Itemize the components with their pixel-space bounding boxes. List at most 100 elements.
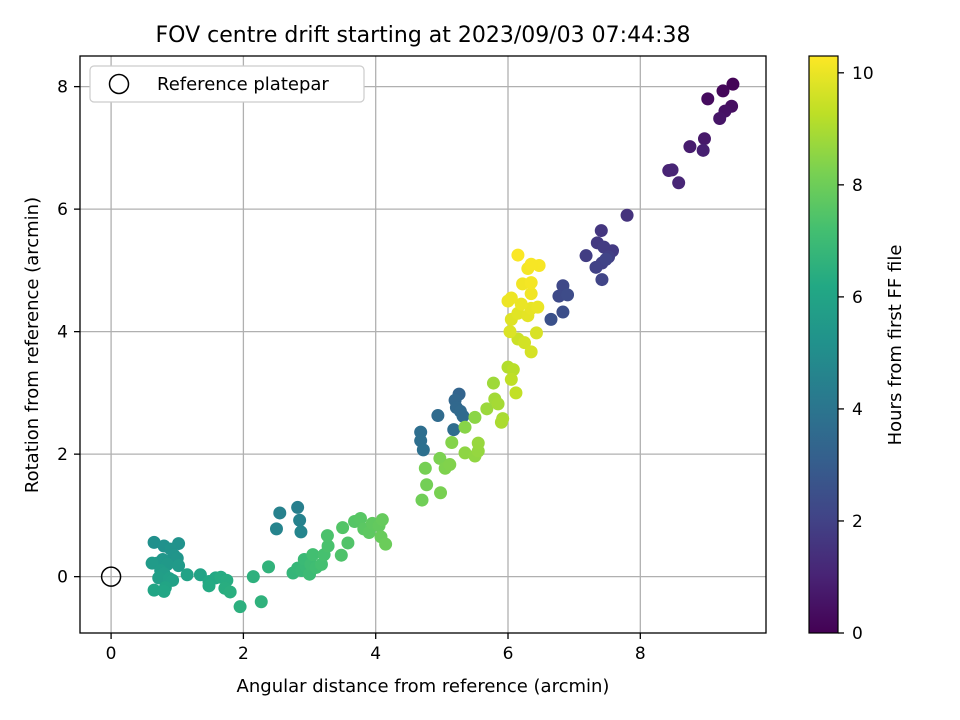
data-point <box>468 410 482 424</box>
legend-box <box>89 65 365 103</box>
data-point <box>147 583 161 597</box>
data-point <box>416 443 430 457</box>
data-point <box>594 224 608 238</box>
data-point <box>579 249 593 263</box>
y-tick-label: 6 <box>57 200 68 220</box>
colorbar-label: Hours from first FF file <box>885 245 906 446</box>
colorbar-tick-label: 0 <box>852 624 863 644</box>
data-point <box>431 409 445 423</box>
data-point <box>506 363 520 377</box>
plot-frame <box>79 55 767 634</box>
data-point <box>293 513 307 527</box>
x-tick-label: 8 <box>635 644 646 664</box>
legend-marker <box>108 73 130 95</box>
data-point <box>458 420 472 434</box>
data-point <box>262 560 276 574</box>
data-point <box>471 436 485 450</box>
colorbar-tick-label: 6 <box>852 288 863 308</box>
data-point <box>294 525 308 539</box>
data-point <box>697 132 711 146</box>
data-point <box>696 143 710 157</box>
data-point <box>336 521 350 535</box>
data-point <box>511 248 525 262</box>
y-tick-label: 0 <box>57 568 68 588</box>
data-point <box>254 595 268 609</box>
data-point <box>334 548 348 562</box>
legend: Reference platepar <box>89 65 365 103</box>
data-point <box>353 511 367 525</box>
data-point <box>504 291 518 305</box>
data-point <box>524 345 538 359</box>
data-point <box>341 536 355 550</box>
colorbar-tick-label: 10 <box>852 64 874 84</box>
data-point <box>597 240 611 254</box>
data-point <box>665 163 679 177</box>
y-axis-label: Rotation from reference (arcmin) <box>22 197 43 493</box>
data-point <box>314 557 328 571</box>
data-point <box>486 376 500 390</box>
x-tick-label: 4 <box>370 644 381 664</box>
data-point <box>491 397 505 411</box>
data-point <box>683 140 697 154</box>
data-point <box>223 585 237 599</box>
colorbar-tick-label: 8 <box>852 176 863 196</box>
legend-label: Reference platepar <box>157 74 329 95</box>
data-point <box>494 415 508 429</box>
colorbar-tick-label: 2 <box>852 512 863 532</box>
colorbar-tick-label: 4 <box>852 400 863 420</box>
data-point <box>514 297 528 311</box>
data-point <box>504 372 518 386</box>
data-point <box>672 176 686 190</box>
chart-title: FOV centre drift starting at 2023/09/03 … <box>156 23 691 48</box>
data-point <box>180 568 194 582</box>
data-point <box>544 312 558 326</box>
x-tick-label: 6 <box>503 644 514 664</box>
colorbar-ticks: 0 2 4 6 8 10 <box>838 64 874 644</box>
x-axis-label: Angular distance from reference (arcmin) <box>237 676 610 697</box>
data-point <box>445 436 459 450</box>
data-point <box>434 486 448 500</box>
data-point <box>443 458 457 472</box>
data-point <box>157 584 171 598</box>
y-axis-ticks: 0 2 4 6 8 <box>57 78 80 588</box>
data-point <box>480 402 494 416</box>
data-point <box>202 579 216 593</box>
y-tick-label: 8 <box>57 78 68 98</box>
data-point <box>291 500 305 514</box>
y-tick-label: 2 <box>57 445 68 465</box>
data-point <box>503 325 517 339</box>
data-point <box>233 600 247 614</box>
data-point <box>595 273 609 287</box>
y-tick-label: 4 <box>57 323 68 343</box>
x-axis-ticks: 0 2 4 6 8 <box>106 633 646 664</box>
data-point <box>509 386 523 400</box>
data-point <box>713 111 727 125</box>
data-points <box>145 77 740 614</box>
data-point <box>620 208 634 222</box>
data-point <box>320 529 334 543</box>
data-point <box>321 539 335 553</box>
data-point <box>561 288 575 302</box>
data-point <box>599 252 613 266</box>
data-point <box>518 336 532 350</box>
data-point <box>589 260 603 274</box>
data-point <box>447 423 461 437</box>
data-point <box>273 506 287 520</box>
data-point <box>726 77 740 91</box>
data-point <box>524 287 538 301</box>
x-tick-label: 2 <box>238 644 249 664</box>
data-point <box>152 571 166 585</box>
data-point <box>433 451 447 465</box>
data-point <box>145 556 159 570</box>
data-point <box>306 548 320 562</box>
data-point <box>524 276 538 290</box>
data-point <box>556 305 570 319</box>
data-point <box>531 300 545 314</box>
data-point <box>701 92 715 106</box>
data-point <box>529 326 543 340</box>
data-point <box>415 493 429 507</box>
x-tick-label: 0 <box>106 644 117 664</box>
data-point <box>379 537 393 551</box>
data-point <box>418 461 432 475</box>
